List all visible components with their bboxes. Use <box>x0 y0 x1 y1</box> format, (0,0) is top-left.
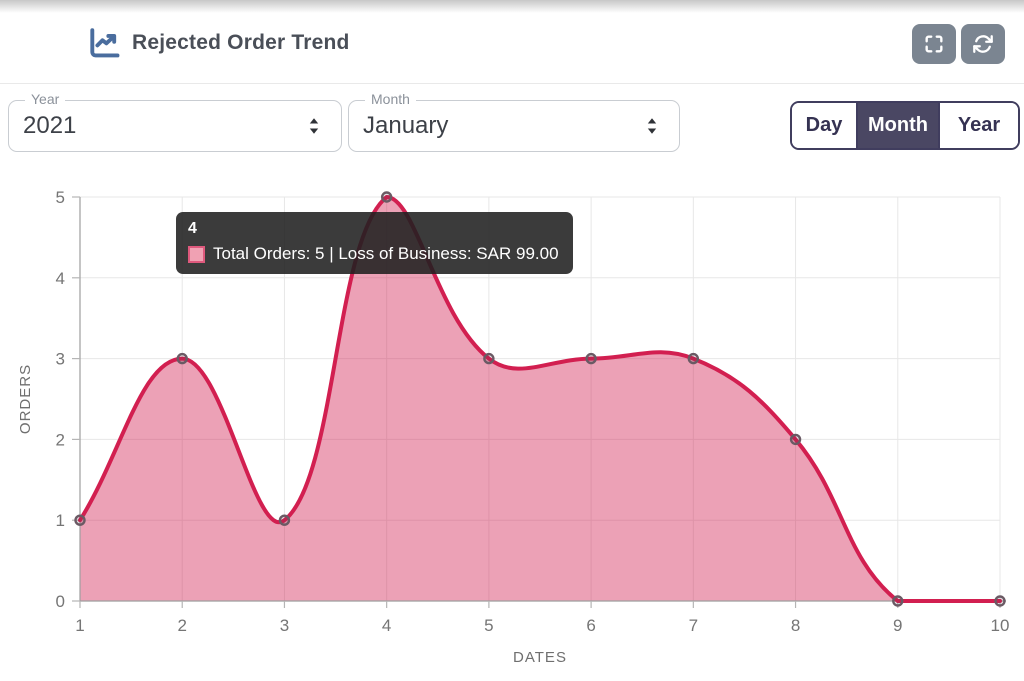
month-select-label: Month <box>365 91 416 107</box>
y-tick-label: 3 <box>56 350 65 369</box>
fullscreen-button[interactable] <box>912 24 956 64</box>
refresh-icon <box>973 35 993 53</box>
data-point[interactable] <box>176 352 188 365</box>
y-tick-label: 1 <box>56 511 65 530</box>
month-select[interactable]: Month January <box>348 91 680 152</box>
x-tick-label: 4 <box>382 616 391 635</box>
x-axis-title: DATES <box>513 649 567 666</box>
x-tick-label: 5 <box>484 616 493 635</box>
x-tick-label: 1 <box>75 616 84 635</box>
x-tick-label: 3 <box>280 616 289 635</box>
widget-header: Rejected Order Trend <box>0 0 1024 84</box>
toggle-day-button[interactable]: Day <box>792 103 856 148</box>
data-point[interactable] <box>994 595 1006 607</box>
x-tick-label: 7 <box>689 616 698 635</box>
month-select-value: January <box>363 112 449 139</box>
toggle-year-button[interactable]: Year <box>938 103 1018 148</box>
year-select-value: 2021 <box>23 112 77 139</box>
x-tick-label: 9 <box>893 616 902 635</box>
data-point[interactable] <box>74 514 86 526</box>
y-tick-label: 2 <box>56 430 65 449</box>
trend-chart-icon <box>90 28 120 58</box>
year-select[interactable]: Year 2021 <box>8 91 342 152</box>
y-tick-label: 5 <box>56 188 65 207</box>
page-title: Rejected Order Trend <box>132 31 350 54</box>
data-point[interactable] <box>483 352 495 365</box>
fullscreen-expand-icon <box>925 35 943 53</box>
refresh-button[interactable] <box>961 24 1005 64</box>
x-tick-label: 2 <box>177 616 186 635</box>
year-select-label: Year <box>25 91 66 107</box>
data-point[interactable] <box>585 352 597 365</box>
data-point[interactable] <box>380 191 393 203</box>
y-tick-label: 4 <box>56 269 65 288</box>
data-point[interactable] <box>789 433 802 446</box>
y-axis-title: ORDERS <box>17 364 34 434</box>
data-point[interactable] <box>687 352 700 365</box>
data-point[interactable] <box>892 595 904 607</box>
up-down-arrows-icon <box>647 118 657 134</box>
x-tick-label: 10 <box>991 616 1010 635</box>
x-tick-label: 8 <box>791 616 800 635</box>
area-fill <box>80 197 1000 601</box>
toggle-month-button[interactable]: Month <box>856 103 938 148</box>
up-down-arrows-icon <box>309 118 319 134</box>
trend-line <box>78 195 1002 603</box>
granularity-toggle: Day Month Year <box>790 101 1020 150</box>
rejected-order-trend-chart[interactable]: 1 2 3 4 5 6 7 8 9 10 0 1 2 3 4 5 DATES ORDERS 4 Total Ord… <box>0 160 1024 681</box>
chart-tooltip: 4 Total Orders: 5 | Loss of Business: SA… <box>176 212 573 274</box>
data-point[interactable] <box>278 514 291 526</box>
tooltip-series-swatch <box>188 245 205 263</box>
tooltip-title: 4 <box>188 220 197 237</box>
x-tick-label: 6 <box>586 616 595 635</box>
y-tick-label: 0 <box>56 592 65 611</box>
tooltip-text: Total Orders: 5 | Loss of Business: SAR … <box>213 244 559 263</box>
